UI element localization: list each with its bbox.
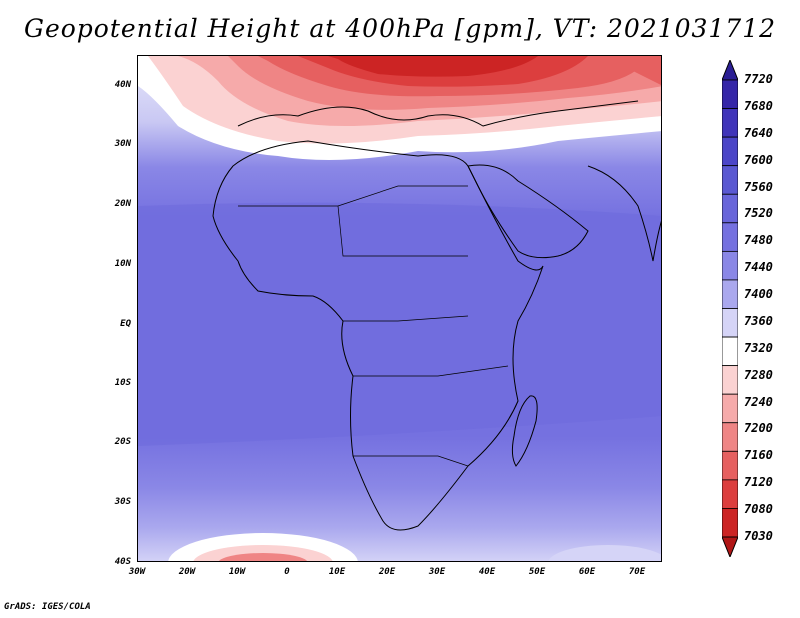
colorbar-segment (722, 222, 738, 252)
colorbar-segment (722, 422, 738, 452)
lon-label-20e: 20E (378, 567, 396, 577)
colorbar-label: 7680 (744, 98, 773, 113)
lat-label-20s: 20S (114, 437, 131, 447)
lon-label-10w: 10W (228, 567, 246, 577)
map-panel (137, 55, 662, 562)
colorbar-segment (722, 108, 738, 138)
colorbar-top-arrow (722, 60, 738, 81)
lat-label-40n: 40N (114, 80, 131, 90)
south-band-7240 (218, 553, 308, 561)
lat-label-30n: 30N (114, 139, 131, 149)
colorbar-label: 7720 (744, 72, 773, 86)
chart-title: Geopotential Height at 400hPa [gpm], VT:… (23, 14, 777, 43)
lon-label-70e: 70E (628, 567, 646, 577)
colorbar-segment (722, 393, 738, 424)
arabia-coastline (467, 164, 589, 259)
lon-label-50e: 50E (528, 567, 546, 577)
country-borders (238, 185, 509, 467)
lat-label-10s: 10S (114, 378, 131, 388)
lat-label-20n: 20N (114, 199, 131, 209)
lat-label-10n: 10N (114, 259, 131, 269)
colorbar-label: 7360 (744, 313, 773, 328)
lon-label-30w: 30W (128, 567, 146, 577)
lat-label-eq: EQ (120, 319, 131, 329)
colorbar (722, 60, 738, 557)
colorbar-segment (722, 508, 738, 538)
africa-coastline (212, 140, 544, 531)
colorbar-segment (722, 336, 738, 367)
colorbar-label: 7280 (744, 367, 773, 382)
colorbar-segment (722, 279, 738, 309)
colorbar-label: 7520 (744, 206, 773, 221)
madagascar-coastline (511, 395, 538, 467)
colorbar-bottom-arrow (722, 536, 738, 557)
lon-label-40e: 40E (478, 567, 496, 577)
lon-label-20w: 20W (178, 567, 196, 577)
asia-coastline (587, 165, 661, 262)
colorbar-label: 7030 (744, 529, 773, 543)
colorbar-label: 7120 (744, 475, 773, 490)
colorbar-segment (722, 136, 738, 167)
lon-label-30e: 30E (428, 567, 446, 577)
colorbar-label: 7400 (744, 287, 773, 302)
grads-credit: GrADS: IGES/COLA (4, 602, 91, 612)
colorbar-label: 7480 (744, 233, 773, 248)
colorbar-label: 7440 (744, 260, 773, 275)
lat-label-30s: 30S (114, 497, 131, 507)
colorbar-label: 7640 (744, 125, 773, 140)
colorbar-segment (722, 479, 738, 509)
colorbar-label: 7200 (744, 421, 773, 436)
band-east-warm (608, 56, 661, 85)
colorbar-segment (722, 165, 738, 195)
colorbar-segment (722, 193, 738, 224)
colorbar-label: 7240 (744, 394, 773, 409)
lon-label-10e: 10E (328, 567, 346, 577)
colorbar-segment (722, 250, 738, 281)
lon-label-0: 0 (284, 567, 290, 577)
field-core (138, 202, 661, 446)
colorbar-label: 7080 (744, 502, 773, 517)
colorbar-segment (722, 365, 738, 395)
colorbar-label: 7320 (744, 340, 773, 355)
colorbar-label: 7160 (744, 448, 773, 463)
colorbar-label: 7560 (744, 179, 773, 194)
band-7120 (328, 56, 538, 77)
colorbar-label: 7600 (744, 152, 773, 167)
colorbar-segment (722, 450, 738, 481)
lon-label-60e: 60E (578, 567, 596, 577)
south-east-band (548, 545, 661, 561)
colorbar-segment (722, 79, 738, 109)
europe-coastline (237, 100, 639, 127)
colorbar-segment (722, 308, 738, 338)
lat-label-40s: 40S (114, 557, 131, 567)
geopotential-map (138, 56, 661, 561)
